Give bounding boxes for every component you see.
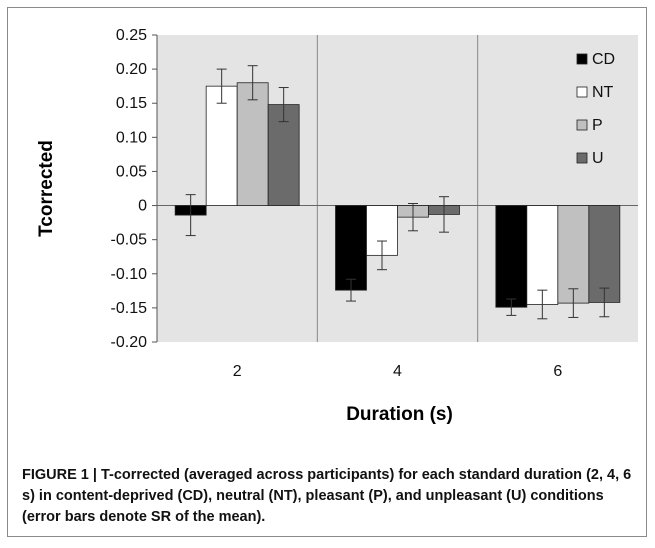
y-tick-label: 0.20 bbox=[116, 61, 147, 78]
x-tick-label: 4 bbox=[393, 363, 402, 380]
x-tick-label: 6 bbox=[553, 363, 562, 380]
y-tick-label: -0.20 bbox=[111, 334, 148, 351]
legend-swatch-cd bbox=[576, 53, 588, 65]
legend-swatch-p bbox=[576, 119, 588, 131]
x-tick-label: 2 bbox=[233, 363, 242, 380]
legend-swatch-nt bbox=[576, 86, 588, 98]
bar-nt-6 bbox=[526, 205, 559, 305]
y-tick-label: 0.15 bbox=[116, 95, 147, 112]
y-tick-label: 0 bbox=[138, 198, 147, 215]
legend-label-p: P bbox=[592, 117, 603, 134]
legend: CD NT PU bbox=[576, 51, 615, 167]
legend-label-cd: CD bbox=[592, 51, 615, 68]
error-bars bbox=[185, 65, 610, 320]
legend-swatch-u bbox=[576, 152, 588, 164]
bar-p-2 bbox=[236, 82, 269, 206]
bar-cd-4 bbox=[335, 205, 367, 291]
legend-label-nt: NT bbox=[592, 84, 614, 101]
category-dividers bbox=[316, 35, 479, 342]
y-tick-label: -0.05 bbox=[111, 232, 148, 249]
y-axis-title: Tcorrected bbox=[36, 140, 57, 237]
bar-u-6 bbox=[588, 205, 621, 303]
y-tick-label: 0.10 bbox=[116, 129, 147, 146]
y-tick-label: 0.05 bbox=[116, 163, 147, 180]
figure-caption: FIGURE 1 | T-corrected (averaged across … bbox=[22, 467, 632, 525]
y-tick-label: -0.15 bbox=[111, 300, 148, 317]
bar-p-6 bbox=[557, 205, 590, 304]
x-axis-tick-labels: 2 4 6 bbox=[233, 363, 563, 380]
bar-cd-6 bbox=[495, 205, 528, 308]
y-tick-label: 0.25 bbox=[116, 27, 147, 44]
y-tick-label: -0.10 bbox=[111, 266, 148, 283]
x-axis-title: Duration (s) bbox=[346, 404, 453, 425]
legend-label-u: U bbox=[592, 150, 604, 167]
bar-nt-2 bbox=[205, 85, 238, 206]
